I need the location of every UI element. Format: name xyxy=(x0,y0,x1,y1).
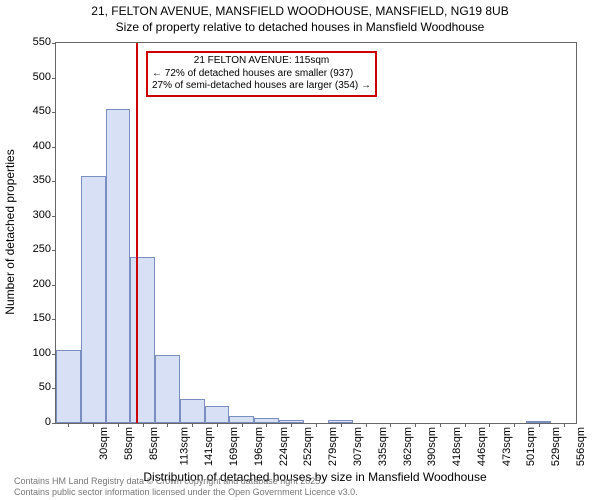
bar xyxy=(130,257,155,423)
xtick-label: 501sqm xyxy=(525,427,537,466)
chart-title: 21, FELTON AVENUE, MANSFIELD WOODHOUSE, … xyxy=(0,0,600,35)
ytick-label: 500 xyxy=(33,71,51,83)
plot-region: 30sqm58sqm85sqm113sqm141sqm169sqm196sqm2… xyxy=(55,42,577,424)
footer-line-1: Contains HM Land Registry data © Crown c… xyxy=(14,476,323,486)
ytick-mark xyxy=(52,43,56,44)
xtick-label: 446sqm xyxy=(476,427,488,466)
ytick-mark xyxy=(52,78,56,79)
attribution-footer: Contains HM Land Registry data © Crown c… xyxy=(14,476,358,499)
ytick-mark xyxy=(52,319,56,320)
property-marker-line xyxy=(136,43,138,423)
ytick-mark xyxy=(52,181,56,182)
xtick-label: 224sqm xyxy=(278,427,290,466)
xtick-mark xyxy=(440,423,441,427)
ytick-label: 450 xyxy=(33,105,51,117)
xtick-label: 335sqm xyxy=(377,427,389,466)
xtick-label: 390sqm xyxy=(426,427,438,466)
ytick-label: 200 xyxy=(33,278,51,290)
xtick-mark xyxy=(192,423,193,427)
annotation-line-1: 21 FELTON AVENUE: 115sqm xyxy=(152,55,371,68)
xtick-label: 418sqm xyxy=(451,427,463,466)
xtick-label: 529sqm xyxy=(550,427,562,466)
xtick-label: 307sqm xyxy=(352,427,364,466)
ytick-label: 400 xyxy=(33,140,51,152)
ytick-mark xyxy=(52,285,56,286)
xtick-mark xyxy=(217,423,218,427)
xtick-mark xyxy=(564,423,565,427)
bar xyxy=(81,176,106,423)
bar xyxy=(180,399,205,423)
title-line-1: 21, FELTON AVENUE, MANSFIELD WOODHOUSE, … xyxy=(91,4,508,18)
ytick-mark xyxy=(52,423,56,424)
ytick-label: 50 xyxy=(39,381,51,393)
xtick-label: 141sqm xyxy=(204,427,216,466)
xtick-mark xyxy=(415,423,416,427)
bar xyxy=(229,416,254,423)
xtick-label: 113sqm xyxy=(178,427,190,465)
chart-container: 21, FELTON AVENUE, MANSFIELD WOODHOUSE, … xyxy=(0,0,600,500)
xtick-label: 556sqm xyxy=(575,427,587,466)
ytick-mark xyxy=(52,216,56,217)
xtick-mark xyxy=(316,423,317,427)
xtick-label: 30sqm xyxy=(98,427,110,460)
xtick-label: 252sqm xyxy=(303,427,315,466)
xtick-mark xyxy=(68,423,69,427)
xtick-mark xyxy=(539,423,540,427)
xtick-label: 58sqm xyxy=(123,427,135,460)
ytick-label: 150 xyxy=(33,312,51,324)
ytick-label: 300 xyxy=(33,209,51,221)
xtick-mark xyxy=(93,423,94,427)
xtick-mark xyxy=(465,423,466,427)
annotation-callout: 21 FELTON AVENUE: 115sqm← 72% of detache… xyxy=(146,51,377,97)
ytick-label: 100 xyxy=(33,347,51,359)
xtick-mark xyxy=(366,423,367,427)
annotation-line-3: 27% of semi-detached houses are larger (… xyxy=(152,80,371,93)
xtick-label: 196sqm xyxy=(253,427,265,466)
y-axis-label: Number of detached properties xyxy=(3,149,17,314)
ytick-label: 350 xyxy=(33,174,51,186)
xtick-label: 169sqm xyxy=(228,427,240,466)
xtick-label: 473sqm xyxy=(501,427,513,466)
xtick-label: 362sqm xyxy=(402,427,414,466)
ytick-mark xyxy=(52,147,56,148)
xtick-mark xyxy=(143,423,144,427)
chart-area: 30sqm58sqm85sqm113sqm141sqm169sqm196sqm2… xyxy=(55,42,575,422)
bar xyxy=(106,109,131,423)
bar xyxy=(155,355,180,423)
xtick-mark xyxy=(118,423,119,427)
ytick-label: 550 xyxy=(33,36,51,48)
footer-line-2: Contains public sector information licen… xyxy=(14,487,358,497)
ytick-mark xyxy=(52,112,56,113)
xtick-mark xyxy=(291,423,292,427)
xtick-mark xyxy=(514,423,515,427)
xtick-label: 85sqm xyxy=(148,427,160,460)
xtick-mark xyxy=(167,423,168,427)
annotation-line-2: ← 72% of detached houses are smaller (93… xyxy=(152,68,371,81)
xtick-mark xyxy=(390,423,391,427)
xtick-mark xyxy=(266,423,267,427)
xtick-mark xyxy=(242,423,243,427)
bar xyxy=(205,406,230,423)
xtick-mark xyxy=(489,423,490,427)
ytick-label: 250 xyxy=(33,243,51,255)
xtick-mark xyxy=(341,423,342,427)
ytick-label: 0 xyxy=(45,416,51,428)
bar xyxy=(56,350,81,423)
xtick-label: 279sqm xyxy=(327,427,339,466)
title-line-2: Size of property relative to detached ho… xyxy=(116,20,485,34)
ytick-mark xyxy=(52,250,56,251)
